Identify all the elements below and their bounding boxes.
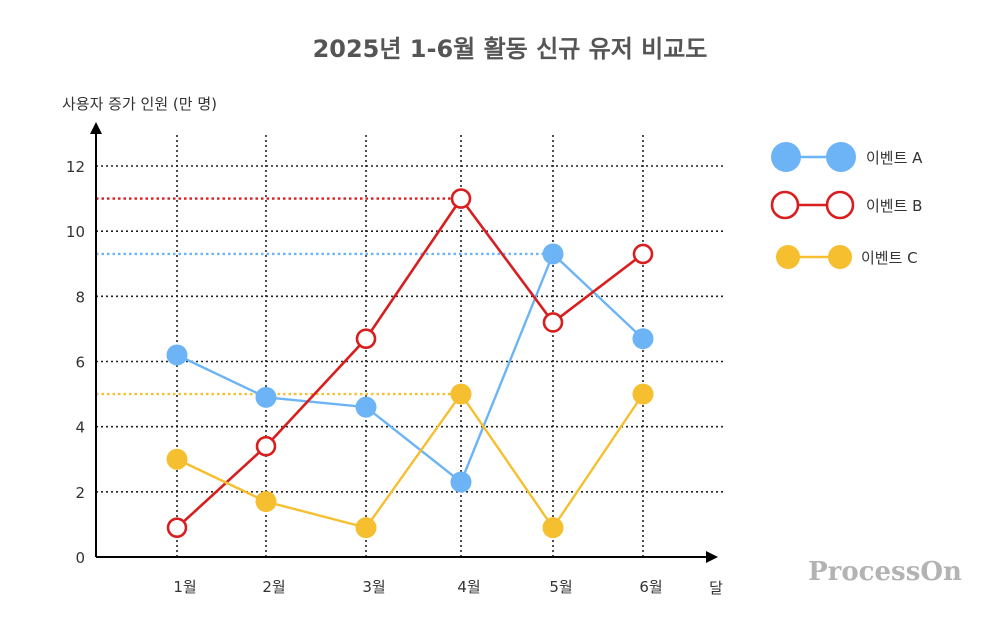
- legend-label: 이벤트 A: [866, 149, 923, 167]
- series-line: [176, 391, 644, 530]
- data-point: [542, 517, 564, 539]
- data-point: [166, 517, 188, 538]
- data-point: [255, 491, 277, 513]
- data-point: [166, 344, 188, 366]
- y-tick-label: 8: [75, 288, 85, 306]
- series-line: [176, 196, 644, 529]
- legend-label: 이벤트 B: [866, 197, 922, 215]
- legend-label: 이벤트 C: [861, 249, 918, 267]
- data-point: [542, 243, 564, 265]
- data-point: [255, 386, 277, 408]
- y-tick-label: 10: [66, 223, 85, 241]
- legend-item: 이벤트 B: [770, 190, 922, 220]
- legend-item: 이벤트 A: [771, 142, 923, 172]
- x-axis-label: 달: [709, 579, 723, 597]
- legend-item: 이벤트 C: [776, 245, 918, 269]
- data-point: [632, 328, 654, 350]
- x-tick-label: 5월: [549, 578, 572, 596]
- y-tick-label: 0: [75, 549, 85, 567]
- data-point: [632, 383, 654, 405]
- series-2: [166, 188, 654, 538]
- series: [166, 188, 654, 539]
- x-tick-label: 6월: [639, 578, 662, 596]
- x-tick-label: 1월: [173, 578, 196, 596]
- data-point: [255, 435, 277, 457]
- axes: [90, 122, 718, 563]
- y-tick-label: 12: [66, 158, 85, 176]
- y-tick-label: 6: [75, 354, 85, 372]
- y-axis-label: 사용자 증가 인원 (만 명): [62, 95, 217, 113]
- series-1: [166, 243, 654, 493]
- reference-lines: [96, 197, 553, 396]
- legend-marker: [828, 245, 852, 269]
- data-point: [450, 383, 472, 405]
- data-point: [632, 243, 654, 265]
- chart-title: 2025년 1-6월 활동 신규 유저 비교도: [313, 35, 708, 63]
- x-axis-arrow: [706, 551, 718, 563]
- legend: 이벤트 A 이벤트 B 이벤트 C: [770, 142, 923, 269]
- data-point: [355, 396, 377, 418]
- data-point: [166, 448, 188, 470]
- legend-marker: [826, 142, 856, 172]
- y-tick-label: 2: [75, 484, 85, 502]
- y-tick-label: 4: [75, 419, 85, 437]
- legend-marker: [825, 190, 855, 220]
- data-point: [355, 328, 377, 349]
- watermark: ProcessOn: [808, 557, 962, 587]
- tick-labels: 0 2 4 6 8 10 12 1월 2월 3월 4월 5월 6월: [66, 158, 663, 596]
- x-tick-label: 3월: [362, 578, 385, 596]
- data-point: [355, 517, 377, 539]
- legend-marker: [770, 190, 800, 220]
- x-tick-label: 2월: [262, 578, 285, 596]
- legend-marker: [776, 245, 800, 269]
- data-point: [450, 471, 472, 493]
- y-axis-arrow: [90, 122, 102, 134]
- series-line: [176, 251, 644, 484]
- legend-marker: [771, 142, 801, 172]
- series-3: [166, 383, 654, 539]
- x-tick-label: 4월: [457, 578, 480, 596]
- data-point: [450, 188, 472, 209]
- data-point: [542, 312, 564, 333]
